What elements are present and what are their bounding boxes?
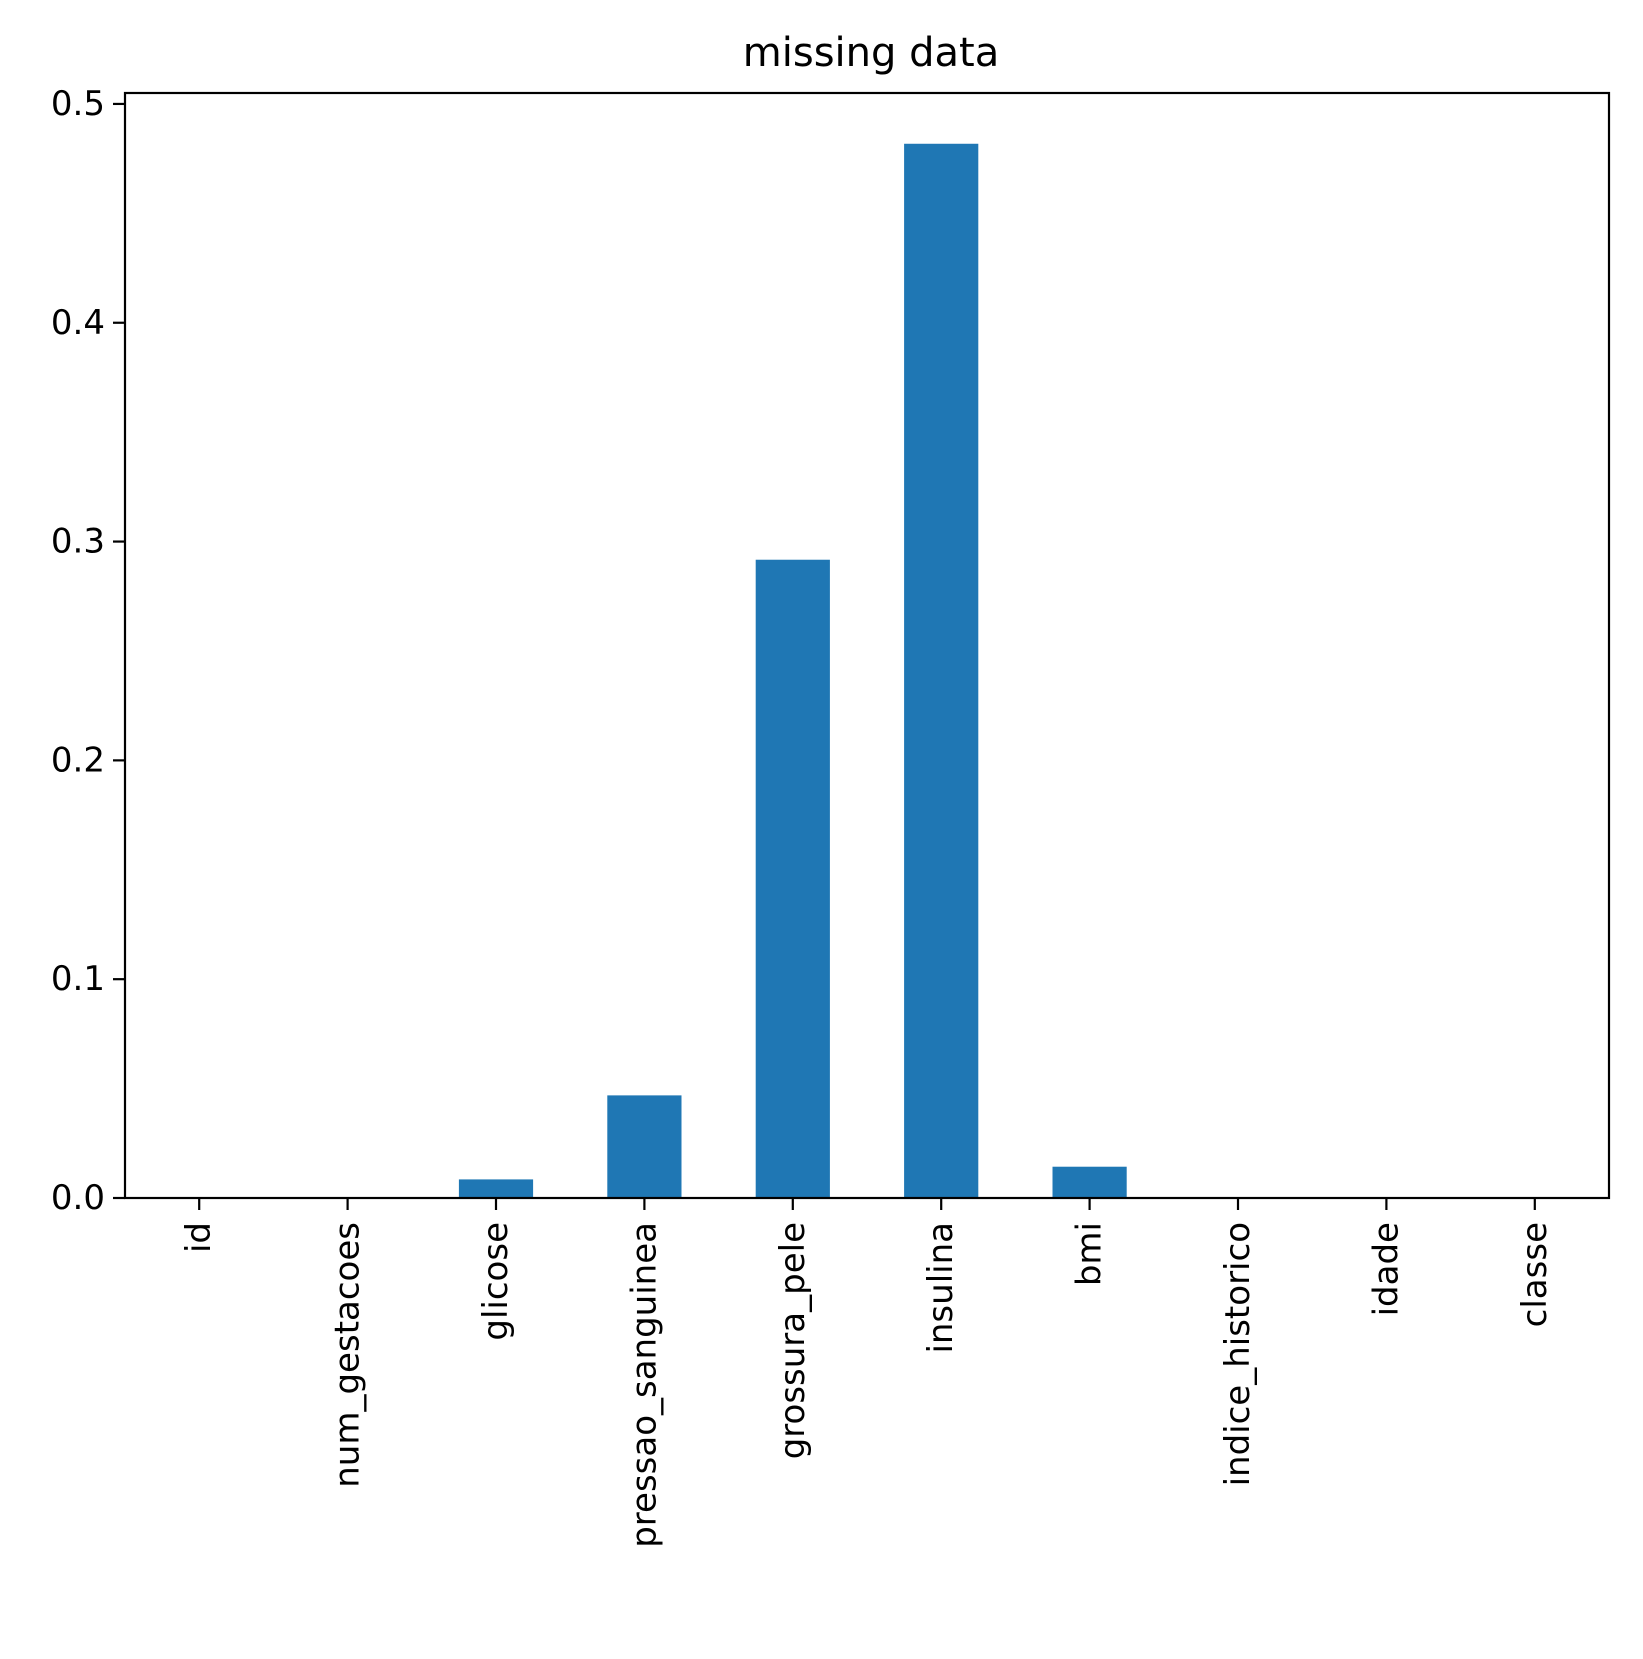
x-axis: id num_gestacoes glicose pressao_sanguinea g… <box>179 1198 1555 1548</box>
bars-group <box>458 143 1127 1198</box>
y-tick-label: 0.4 <box>51 303 105 343</box>
plot-frame <box>123 91 1611 1200</box>
x-tick-label: pressao_sanguinea <box>624 1222 664 1548</box>
x-tick-label: indice_historico <box>1218 1222 1258 1486</box>
y-tick-label: 0.0 <box>51 1178 105 1218</box>
bar-bmi <box>1052 1166 1127 1198</box>
x-tick-label: classe <box>1515 1222 1555 1327</box>
x-tick-label: grossura_pele <box>773 1222 813 1459</box>
x-tick-label: bmi <box>1070 1222 1110 1286</box>
bar-insulina <box>904 143 979 1198</box>
chart-title: missing data <box>743 30 999 76</box>
x-tick-label: idade <box>1366 1222 1406 1316</box>
x-tick-label: id <box>179 1222 219 1253</box>
y-tick-label: 0.2 <box>51 740 105 780</box>
y-tick-label: 0.3 <box>51 522 105 562</box>
bar-grossura_pele <box>755 559 830 1198</box>
bar-pressao_sanguinea <box>607 1095 682 1198</box>
x-tick-label: num_gestacoes <box>328 1222 368 1488</box>
bar-glicose <box>458 1179 534 1198</box>
y-tick-label: 0.5 <box>51 84 105 124</box>
y-axis: 0.0 0.1 0.2 0.3 0.4 0.5 <box>51 84 125 1218</box>
x-tick-label: glicose <box>476 1222 516 1341</box>
x-tick-label: insulina <box>921 1222 961 1354</box>
y-tick-label: 0.1 <box>51 959 105 999</box>
